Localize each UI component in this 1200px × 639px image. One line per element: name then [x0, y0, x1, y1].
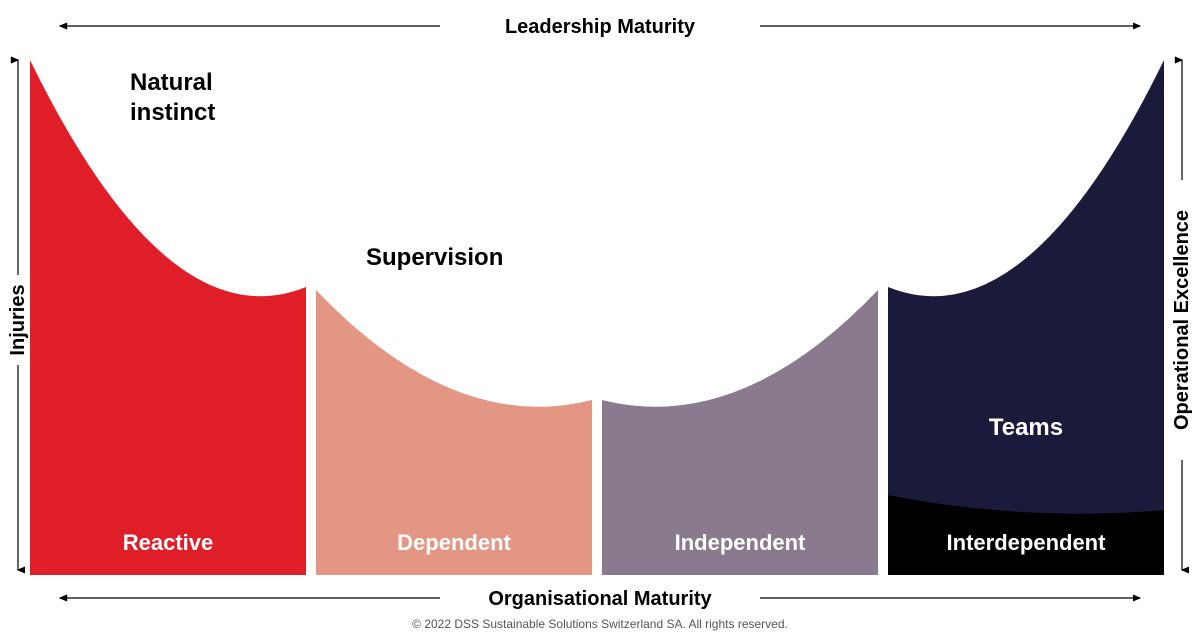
segment-reactive-top-label: Natural	[130, 69, 213, 96]
segment-dependent-top-label: Supervision	[366, 244, 503, 271]
axis-right-label: Operational Excellence	[1171, 210, 1193, 430]
segment-independent-top-label: Self	[748, 339, 793, 366]
axis-left: Injuries	[7, 60, 29, 570]
diagram-root: Leadership Maturity Injuries Operational…	[0, 0, 1200, 639]
segment-reactive-top-label-2: instinct	[130, 99, 215, 126]
diagram-svg: Leadership Maturity Injuries Operational…	[0, 0, 1200, 639]
segment-interdependent-bottom-label: Interdependent	[947, 530, 1107, 555]
segment-interdependent	[888, 60, 1164, 575]
axis-bottom-label: Organisational Maturity	[488, 588, 712, 610]
segment-interdependent-top-label: Teams	[989, 414, 1063, 441]
axis-right: Operational Excellence	[1171, 60, 1193, 570]
axis-top: Leadership Maturity	[60, 16, 1140, 38]
copyright-text: © 2022 DSS Sustainable Solutions Switzer…	[412, 617, 788, 631]
segments-group: Reactive Natural instinct Dependent Supervis…	[30, 60, 1164, 575]
segment-reactive-bottom-label: Reactive	[123, 530, 214, 555]
segment-dependent-bottom-label: Dependent	[397, 530, 511, 555]
segment-independent-bottom-label: Independent	[675, 530, 806, 555]
axis-top-label: Leadership Maturity	[505, 16, 696, 38]
axis-bottom: Organisational Maturity	[60, 588, 1140, 610]
segment-reactive	[30, 60, 306, 575]
axis-left-label: Injuries	[7, 284, 29, 355]
